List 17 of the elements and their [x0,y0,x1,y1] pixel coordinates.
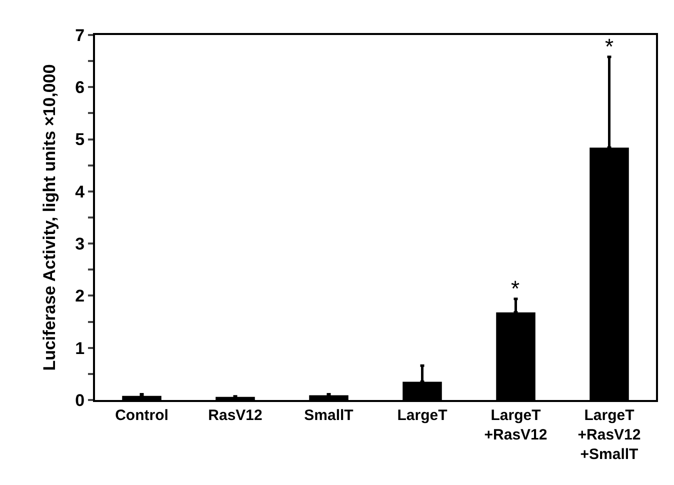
x-tick-label: LargeT +RasV12 +SmallT [578,407,641,463]
x-tick-label: LargeT [397,407,448,424]
annotation: * [605,34,614,59]
annotation: * [511,276,520,301]
x-tick-label: SmallT [304,407,354,424]
x-tick-label: Control [115,407,168,424]
y-tick-label: 5 [75,130,85,150]
y-tick-label: 3 [75,234,85,254]
x-tick-label: RasV12 [208,407,262,424]
x-tick-label: LargeT +RasV12 [484,407,548,444]
y-tick-label: 7 [75,26,85,45]
y-tick-label: 6 [75,78,85,98]
y-tick-label: 0 [75,390,85,410]
y-tick-label: 4 [75,182,86,202]
y-tick-label: 2 [75,286,85,306]
y-tick-label: 1 [75,338,85,358]
y-axis-title: Luciferase Activity, light units ×10,000 [40,64,60,371]
